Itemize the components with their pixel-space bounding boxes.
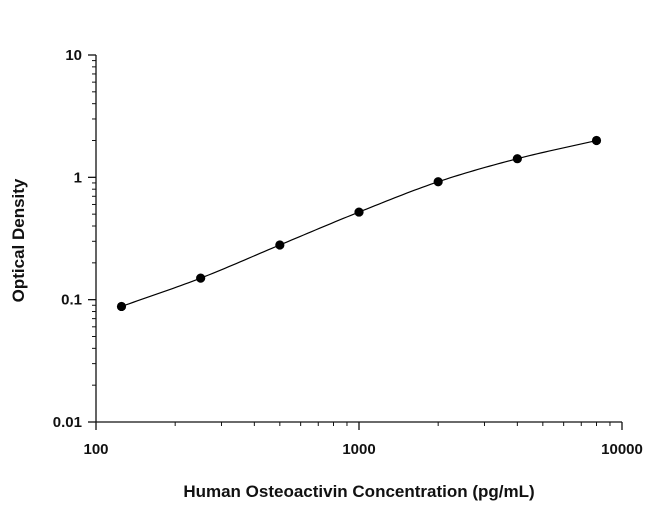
fit-curve (121, 139, 597, 308)
data-point (512, 154, 522, 164)
x-tick-label: 100 (83, 441, 108, 458)
data-point (354, 207, 364, 217)
y-tick-label: 10 (65, 47, 82, 64)
y-tick-label: 0.1 (61, 292, 82, 309)
data-point (275, 240, 285, 250)
data-point (116, 301, 127, 312)
data-point (196, 273, 206, 283)
data-point (433, 177, 443, 187)
fit-curve-layer (121, 139, 597, 308)
x-axis-label: Human Osteoactivin Concentration (pg/mL) (183, 482, 534, 501)
data-points-layer (116, 135, 602, 312)
y-tick-label: 1 (74, 169, 82, 186)
x-tick-label: 1000 (342, 441, 375, 458)
labels-layer: Human Osteoactivin Concentration (pg/mL)… (9, 178, 535, 501)
data-point (591, 135, 602, 146)
y-axis-label: Optical Density (9, 178, 28, 302)
x-tick-label: 10000 (601, 441, 643, 458)
y-tick-label: 0.01 (53, 414, 82, 431)
